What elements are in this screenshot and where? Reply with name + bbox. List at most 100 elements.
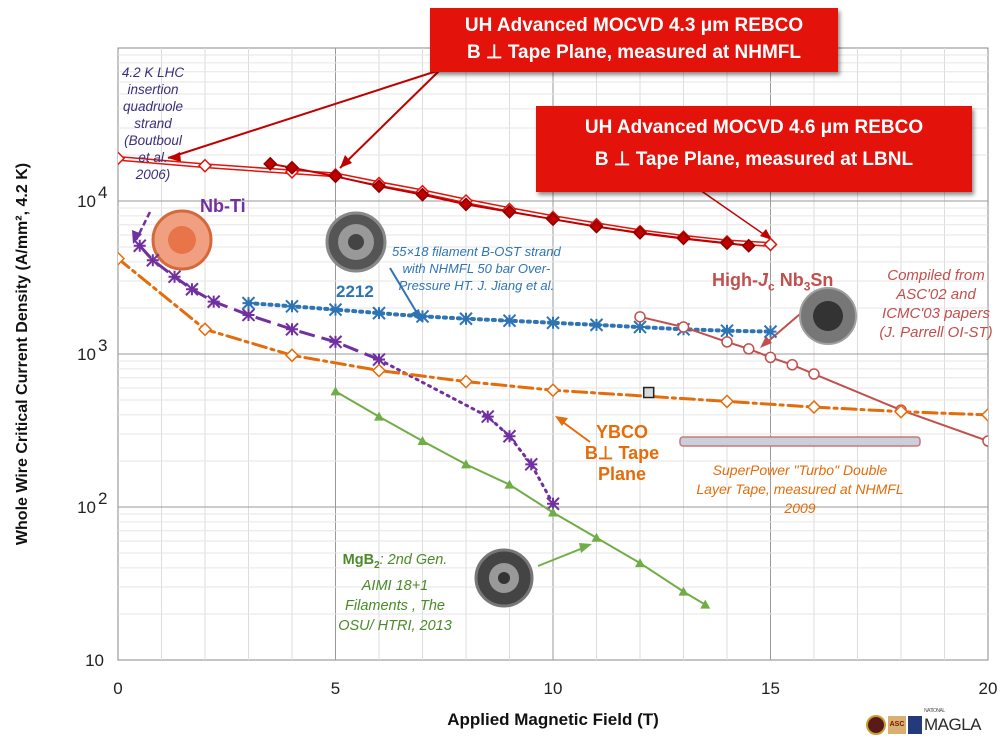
mgb2-note-title: MgB2: 2nd Gen.: [332, 550, 458, 576]
nb3sn-label-j: J: [757, 270, 768, 290]
data-point: [982, 435, 988, 447]
nb3sn-label-sub-c: c: [768, 279, 775, 294]
y-axis-title: Whole Wire Critical Current Density (A/m…: [14, 163, 31, 545]
magla-logo: ASC NATIONAL MAGLA: [866, 708, 982, 736]
y-tick-exponent: 3: [98, 336, 107, 355]
nb3sn-note: Compiled from ASC'02 and ICMC'03 papers …: [868, 266, 1004, 342]
data-series: [330, 386, 711, 609]
data-series: [263, 156, 756, 253]
magla-logo-text: NATIONAL MAGLA: [924, 708, 982, 735]
data-point: [118, 151, 126, 166]
data-point: [786, 359, 798, 371]
data-point: [524, 457, 538, 472]
nb3sn-label-mid: Nb: [774, 270, 804, 290]
data-point: [241, 296, 256, 310]
mgb2-title-sub: 2: [374, 559, 380, 571]
x-tick-label: 5: [331, 679, 340, 698]
data-point: [459, 312, 473, 326]
bi2212-label: 2212: [336, 282, 374, 301]
series-layer: [118, 151, 988, 609]
data-point: [589, 318, 604, 332]
nb3sn-label-post: Sn: [810, 270, 834, 290]
nb3sn-note-line: ASC'02 and: [896, 286, 976, 303]
data-point: [458, 374, 474, 389]
data-point: [502, 204, 517, 219]
ybco-label-line: B⊥ Tape: [584, 443, 660, 463]
x-axis-title: Applied Magnetic Field (T): [447, 710, 659, 729]
y-tick-label: 10: [85, 651, 104, 670]
data-point: [263, 156, 278, 171]
data-point: [371, 363, 387, 378]
data-point: [743, 343, 755, 355]
x-tick-label: 10: [544, 679, 563, 698]
data-point: [241, 308, 256, 322]
nb3sn-label-sub-3: 3: [803, 279, 811, 294]
data-point: [719, 394, 735, 409]
data-point: [721, 336, 733, 348]
superpower-note: SuperPower "Turbo" Double Layer Tape, me…: [680, 461, 920, 518]
data-point: [806, 399, 822, 415]
superpower-tape-image: [679, 436, 921, 447]
data-point: [634, 311, 646, 323]
lhc-strand-note: 4.2 K LHC insertion quadruole strand (Bo…: [112, 64, 194, 183]
mgb2-note-line: OSU/ HTRI, 2013: [338, 617, 452, 634]
data-point: [197, 322, 213, 337]
magla-logo-small: NATIONAL: [924, 708, 945, 714]
nbti-label: Nb-Ti: [200, 196, 246, 216]
data-point: [118, 251, 126, 266]
data-point: [676, 231, 691, 246]
data-point: [415, 309, 430, 324]
ybco-label: YBCO B⊥ Tape Plane: [572, 422, 672, 485]
annotation-arrows: [132, 69, 801, 567]
data-point: [285, 322, 299, 337]
data-point: [328, 169, 343, 184]
series-line: [118, 257, 988, 417]
data-series: [133, 239, 560, 511]
nb3sn-label-pre: High-: [712, 270, 758, 290]
x-tick-label: 0: [113, 679, 122, 698]
bi2212-note-line: Pressure HT. J. Jiang et al.: [398, 278, 555, 293]
x-tick-label: 15: [761, 679, 780, 698]
nb3sn-note-line: ICMC'03 papers: [882, 305, 990, 322]
y-tick-label: 10: [77, 192, 96, 211]
data-point: [146, 253, 160, 267]
data-point: [285, 299, 299, 314]
lhc-note-line: strand: [134, 116, 172, 131]
nhmfl-logo-icon: [866, 715, 886, 735]
data-point: [502, 429, 517, 443]
data-point: [700, 599, 711, 609]
data-point: [197, 158, 213, 173]
x-tick-label: 20: [979, 679, 998, 698]
mgb2-note: MgB2: 2nd Gen. AIMI 18+1 Filaments , The…: [332, 550, 458, 636]
mgb2-note-line: AIMI 18+1: [361, 577, 429, 594]
data-point: [591, 532, 602, 542]
lhc-note-line: quadruole: [122, 99, 184, 114]
lhc-note-line: 2006): [135, 167, 171, 182]
y-tick-label: 10: [77, 345, 96, 364]
data-point: [461, 459, 471, 469]
data-point: [374, 411, 384, 421]
data-point: [372, 306, 386, 320]
data-point: [741, 238, 756, 253]
magla-logo-mark: [908, 716, 922, 734]
data-point: [330, 386, 341, 396]
magla-logo-word: MAGLA: [924, 715, 982, 734]
rebco-lbnl-line1: UH Advanced MOCVD 4.6 μm REBCO: [584, 117, 924, 138]
data-point: [504, 479, 515, 489]
bi2212-note: 55×18 filament B-OST strand with NHMFL 5…: [392, 243, 561, 294]
data-point: [372, 352, 386, 367]
data-point: [678, 586, 689, 596]
mgb2-title-pre: MgB: [342, 552, 375, 568]
superpower-note-line: Layer Tape, measured at NHMFL: [696, 481, 904, 497]
data-point: [206, 294, 221, 309]
bi2212-note-line: with NHMFL 50 bar Over-: [402, 261, 551, 276]
asc-logo-icon: ASC: [888, 716, 906, 734]
data-point: [677, 321, 690, 333]
rebco-nhmfl-line2: B ⊥ Tape Plane, measured at NHMFL: [467, 42, 801, 63]
data-point: [764, 351, 777, 364]
data-point: [763, 237, 778, 252]
rebco-nhmfl-box: UH Advanced MOCVD 4.3 μm REBCO B ⊥ Tape …: [430, 8, 838, 72]
series-line-inner: [118, 157, 771, 246]
lhc-note-line: (Boutboul: [124, 133, 182, 148]
data-point: [481, 409, 495, 424]
